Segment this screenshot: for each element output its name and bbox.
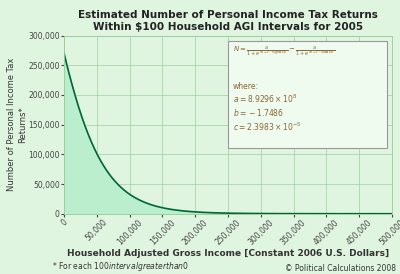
Text: © Political Calculations 2008: © Political Calculations 2008	[285, 264, 396, 273]
FancyBboxPatch shape	[228, 41, 387, 148]
Y-axis label: Number of Personal Income Tax
Returns*: Number of Personal Income Tax Returns*	[8, 58, 27, 191]
X-axis label: Household Adjusted Gross Income [Constant 2006 U.S. Dollars]: Household Adjusted Gross Income [Constan…	[67, 249, 389, 258]
Text: * For each $100 interval greater than $0: * For each $100 interval greater than $0	[52, 260, 189, 273]
Text: $N = \frac{a}{1+e^{(b-c \cdot highAGI)}} - \frac{a}{1+e^{(b-c \cdot lowAGI)}}$: $N = \frac{a}{1+e^{(b-c \cdot highAGI)}}…	[233, 45, 335, 58]
Title: Estimated Number of Personal Income Tax Returns
Within $100 Household AGI Interv: Estimated Number of Personal Income Tax …	[78, 10, 378, 32]
Text: where:
$a = 8.9296 \times 10^8$
$b = -1.7486$
$c = 2.3983 \times 10^{-5}$: where: $a = 8.9296 \times 10^8$ $b = -1.…	[233, 82, 302, 133]
